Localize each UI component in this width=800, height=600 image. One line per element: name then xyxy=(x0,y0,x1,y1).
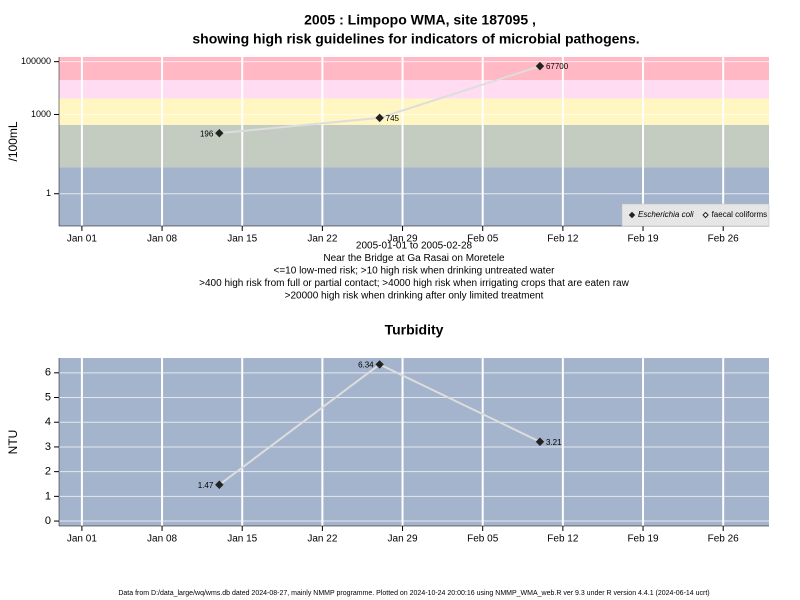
y-tick-label: 4 xyxy=(45,416,51,428)
risk-band xyxy=(59,80,769,99)
x-tick-label: Feb 19 xyxy=(627,234,659,245)
legend-box xyxy=(621,203,770,227)
y-tick-label: 100000 xyxy=(21,56,51,66)
plot-background xyxy=(59,358,769,526)
data-point xyxy=(215,480,224,489)
x-tick-label: Feb 12 xyxy=(547,534,579,545)
x-tick-label: Feb 26 xyxy=(708,234,740,245)
x-tick-label: Feb 12 xyxy=(547,234,579,245)
data-label: 1.47 xyxy=(198,481,214,490)
legend-marker xyxy=(628,211,636,219)
note: >400 high risk from full or partial cont… xyxy=(199,278,629,289)
data-point xyxy=(215,128,224,138)
data-point xyxy=(535,437,545,446)
data-point xyxy=(535,61,545,71)
x-tick-label: Jan 29 xyxy=(388,234,418,245)
x-tick-label: Jan 15 xyxy=(227,534,257,545)
x-tick-label: Jan 22 xyxy=(307,534,337,545)
x-tick-label: Jan 08 xyxy=(147,534,177,545)
chart-subtitle: showing high risk guidelines for indicat… xyxy=(192,31,639,47)
y-tick-label: 0 xyxy=(45,515,51,527)
data-label: 196 xyxy=(200,129,214,138)
x-tick-label: Feb 19 xyxy=(627,534,659,545)
y-axis-label: NTU xyxy=(6,430,20,455)
x-tick-label: Jan 01 xyxy=(67,534,97,545)
x-tick-label: Jan 29 xyxy=(388,534,418,545)
y-tick-label: 6 xyxy=(45,367,51,379)
data-label: 3.21 xyxy=(546,438,562,447)
note: >20000 high risk when drinking after onl… xyxy=(285,291,544,302)
data-point xyxy=(375,360,384,369)
y-tick-label: 1000 xyxy=(31,109,51,119)
data-label: 6.34 xyxy=(358,361,374,370)
x-tick-label: Feb 05 xyxy=(467,234,499,245)
note: 2005-01-01 to 2005-02-28 xyxy=(356,241,473,252)
x-tick-label: Feb 05 xyxy=(467,534,499,545)
data-label: 67700 xyxy=(546,62,569,71)
risk-band xyxy=(59,98,769,125)
legend-marker xyxy=(702,211,709,219)
y-tick-label: 2 xyxy=(45,466,51,478)
chart-title: 2005 : Limpopo WMA, site 187095 , xyxy=(304,12,536,28)
footer: Data from D:/data_large/wq/wms.db dated … xyxy=(118,590,709,597)
x-tick-label: Jan 22 xyxy=(307,234,337,245)
y-tick-label: 1 xyxy=(46,188,51,198)
x-tick-label: Jan 01 xyxy=(67,234,97,245)
note: Near the Bridge at Ga Rasai on Moretele xyxy=(323,253,505,264)
note: <=10 low-med risk; >10 high risk when dr… xyxy=(274,266,556,277)
y-tick-label: 3 xyxy=(45,441,51,453)
data-label: 745 xyxy=(386,114,400,123)
x-tick-label: Jan 08 xyxy=(147,234,177,245)
y-axis-label: /100mL xyxy=(6,121,20,161)
legend-label: faecal coliforms xyxy=(712,210,768,219)
chart-title: Turbidity xyxy=(385,322,444,338)
y-tick-label: 5 xyxy=(45,391,51,403)
y-tick-label: 1 xyxy=(45,490,51,502)
data-point xyxy=(375,113,384,123)
risk-band xyxy=(59,124,769,168)
risk-band xyxy=(59,57,769,81)
x-tick-label: Feb 26 xyxy=(708,534,740,545)
x-tick-label: Jan 15 xyxy=(227,234,257,245)
legend-label: Escherichia coli xyxy=(638,210,694,219)
